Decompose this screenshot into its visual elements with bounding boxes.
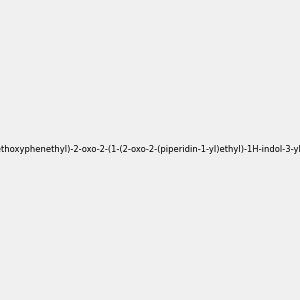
Text: N-(3,4-dimethoxyphenethyl)-2-oxo-2-(1-(2-oxo-2-(piperidin-1-yl)ethyl)-1H-indol-3: N-(3,4-dimethoxyphenethyl)-2-oxo-2-(1-(2… [0, 146, 300, 154]
